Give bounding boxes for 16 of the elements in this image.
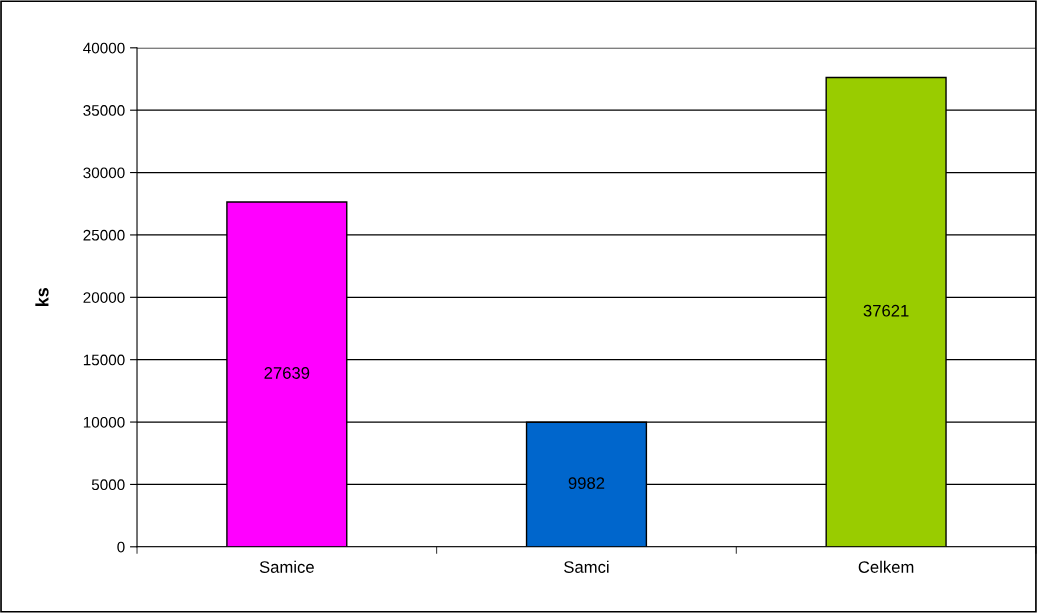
y-tick-label: 0: [117, 541, 125, 553]
y-tick-label: 20000: [83, 292, 125, 303]
x-tick-label: Celkem: [858, 560, 914, 573]
y-tick-label: 40000: [83, 42, 125, 54]
y-tick-label: 30000: [83, 167, 125, 179]
y-tick-label: 15000: [83, 354, 125, 366]
y-tick-label: 10000: [83, 416, 125, 428]
data-label: 27639: [264, 367, 310, 379]
y-tick-label: 5000: [91, 479, 125, 491]
data-label: 37621: [863, 304, 909, 317]
data-label: 9982: [568, 477, 605, 490]
y-tick-label: 25000: [83, 229, 125, 241]
y-axis-title: ks: [35, 288, 49, 307]
y-tick-label: 35000: [83, 105, 125, 116]
x-tick-label: Samice: [259, 560, 314, 573]
x-tick-label: Samci: [564, 560, 609, 573]
